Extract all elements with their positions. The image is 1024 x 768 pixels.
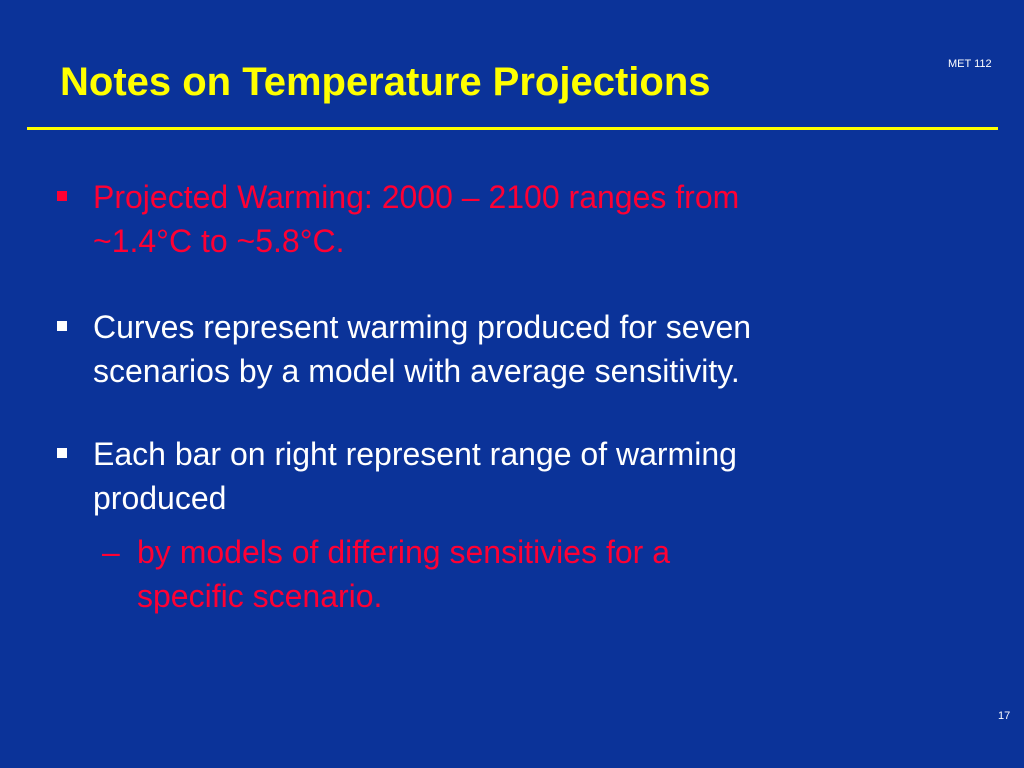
sub-bullet-line-1: by models of differing sensitivies for a bbox=[137, 534, 670, 570]
sub-bullet-dash: – bbox=[102, 534, 120, 570]
bullet-1-line-2: ~1.4°C to ~5.8°C. bbox=[93, 223, 345, 259]
bullet-text-1: Projected Warming: 2000 – 2100 ranges fr… bbox=[93, 175, 739, 263]
course-code: MET 112 bbox=[948, 58, 992, 70]
bullet-1-line-1: Projected Warming: 2000 – 2100 ranges fr… bbox=[93, 179, 740, 215]
slide-title: Notes on Temperature Projections bbox=[60, 60, 711, 104]
page-number: 17 bbox=[998, 710, 1011, 722]
bullet-text-2: Curves represent warming produced for se… bbox=[93, 305, 751, 393]
sub-bullet-line-2: specific scenario. bbox=[137, 578, 383, 614]
bullet-3-line-1: Each bar on right represent range of war… bbox=[93, 436, 737, 472]
bullet-2-line-2: scenarios by a model with average sensit… bbox=[93, 353, 740, 389]
bullet-3-line-2: produced bbox=[93, 480, 227, 516]
bullet-marker-icon bbox=[57, 191, 67, 201]
bullet-marker-icon bbox=[57, 448, 67, 458]
bullet-2-line-1: Curves represent warming produced for se… bbox=[93, 309, 752, 345]
sub-bullet-text: by models of differing sensitivies for a… bbox=[137, 530, 670, 618]
bullet-marker-icon bbox=[57, 321, 67, 331]
title-underline bbox=[27, 127, 998, 130]
bullet-text-3: Each bar on right represent range of war… bbox=[93, 432, 737, 520]
